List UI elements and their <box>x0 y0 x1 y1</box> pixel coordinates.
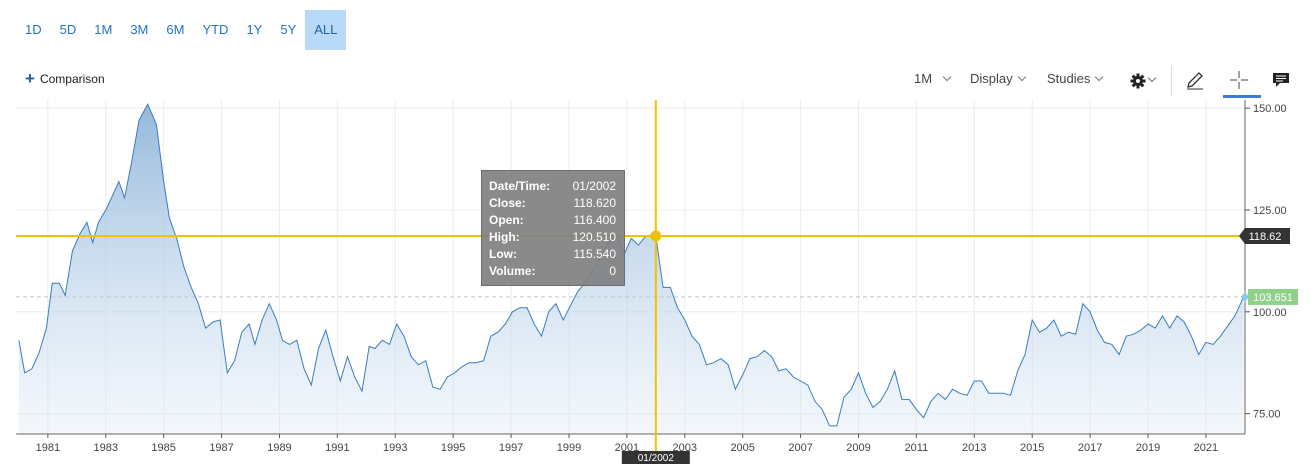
x-tick-label: 1983 <box>94 442 118 454</box>
tooltip-label: Volume: <box>489 264 536 278</box>
pencil-icon <box>1187 71 1203 90</box>
active-tool-indicator <box>1223 95 1261 98</box>
x-tick-label: 1985 <box>151 442 175 454</box>
x-tick-label: 1993 <box>383 442 407 454</box>
data-tooltip: Date/Time: 01/2002 Close: 118.620 Open: 116.4… <box>481 170 625 286</box>
tooltip-label: High: <box>489 230 520 244</box>
tooltip-label: Date/Time: <box>489 179 551 193</box>
price-area <box>18 104 1244 434</box>
x-tick-label: 2009 <box>846 442 870 454</box>
y-tick-label: 125.00 <box>1253 205 1287 217</box>
tooltip-value: 115.540 <box>573 247 617 261</box>
x-tick-label: 1997 <box>499 442 523 454</box>
tooltip-value: 120.510 <box>572 230 616 244</box>
tooltip-row: Low: 115.540 <box>489 246 616 263</box>
crosshair-y-label: 118.62 <box>1249 231 1282 243</box>
display-dropdown[interactable]: Display <box>970 66 1026 92</box>
y-tick-label: 75.00 <box>1253 409 1281 421</box>
crosshair-point <box>650 230 662 242</box>
tooltip-label: Close: <box>489 196 526 210</box>
range-button-5d[interactable]: 5D <box>59 22 77 37</box>
x-tick-label: 2017 <box>1078 442 1102 454</box>
tooltip-label: Low: <box>489 247 517 261</box>
tooltip-row: Close: 118.620 <box>489 195 616 212</box>
tooltip-label: Open: <box>489 213 524 227</box>
settings-dropdown[interactable] <box>1130 67 1157 93</box>
range-button-1d[interactable]: 1D <box>25 22 42 37</box>
x-tick-label: 2019 <box>1136 442 1160 454</box>
tooltip-row: Volume: 0 <box>489 263 616 280</box>
toolbar-divider <box>1171 66 1172 96</box>
crosshair-x-badge <box>621 451 690 464</box>
studies-dropdown[interactable]: Studies <box>1047 66 1104 92</box>
range-button-all[interactable]: ALL <box>305 10 347 50</box>
last-value-marker <box>1241 291 1249 302</box>
tooltip-row: Open: 116.400 <box>489 212 616 229</box>
tooltip-row: High: 120.510 <box>489 229 616 246</box>
range-button-3m[interactable]: 3M <box>130 22 149 37</box>
x-tick-label: 1987 <box>209 442 233 454</box>
x-tick-label: 2011 <box>905 442 929 454</box>
tooltip-value: 118.620 <box>573 196 617 210</box>
annotation-tool-button[interactable] <box>1272 66 1290 92</box>
x-tick-label: 2015 <box>1020 442 1044 454</box>
comparison-button[interactable]: + Comparison <box>25 69 105 88</box>
y-tick-label: 100.00 <box>1253 307 1287 319</box>
x-tick-label: 2021 <box>1194 442 1218 454</box>
comment-icon <box>1273 72 1289 87</box>
gear-icon <box>1130 73 1146 89</box>
x-tick-label: 2005 <box>730 442 754 454</box>
x-tick-label: 1981 <box>36 442 60 454</box>
interval-dropdown[interactable]: 1M <box>914 66 952 92</box>
x-tick-label: 1989 <box>267 442 291 454</box>
draw-tool-button[interactable] <box>1185 66 1205 92</box>
display-label: Display <box>970 71 1013 86</box>
last-value-label: 103.651 <box>1253 292 1293 304</box>
x-tick-label: 1991 <box>325 442 349 454</box>
x-tick-label: 1999 <box>557 442 581 454</box>
range-button-5y[interactable]: 5Y <box>280 22 297 37</box>
tooltip-row: Date/Time: 01/2002 <box>489 178 616 195</box>
crosshair-tool-button[interactable] <box>1229 66 1249 92</box>
range-button-1y[interactable]: 1Y <box>246 22 263 37</box>
plus-icon: + <box>25 69 35 88</box>
tooltip-value: 0 <box>609 264 616 278</box>
crosshair-y-badge <box>1239 227 1290 244</box>
interval-label: 1M <box>914 71 933 86</box>
crosshair-x-label: 01/2002 <box>638 453 675 464</box>
x-tick-label: 2007 <box>788 442 812 454</box>
range-button-1m[interactable]: 1M <box>94 22 113 37</box>
range-selector: 1D 5D 1M 3M 6M YTD 1Y 5Y ALL <box>16 10 347 50</box>
y-tick-label: 150.00 <box>1253 103 1287 115</box>
comparison-label: Comparison <box>39 72 105 86</box>
x-tick-label: 1995 <box>441 442 465 454</box>
last-value-badge <box>1248 288 1298 305</box>
studies-label: Studies <box>1047 71 1091 86</box>
range-button-6m[interactable]: 6M <box>166 22 185 37</box>
x-tick-label: 2013 <box>962 442 986 454</box>
tooltip-value: 01/2002 <box>572 179 616 193</box>
tooltip-value: 116.400 <box>573 213 617 227</box>
crosshair-icon <box>1230 70 1248 89</box>
range-button-ytd[interactable]: YTD <box>202 22 229 37</box>
